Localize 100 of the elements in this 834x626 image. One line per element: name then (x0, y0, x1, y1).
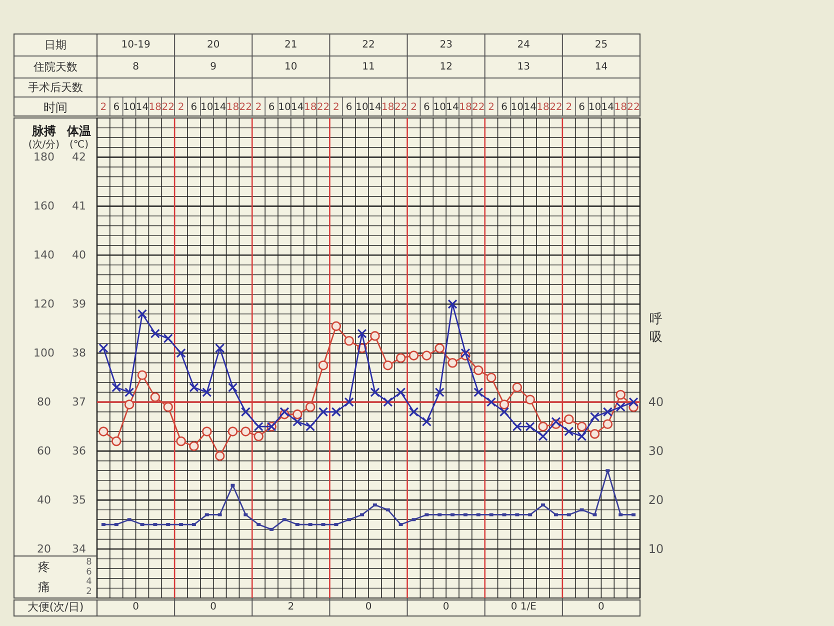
x-tick-label: 2 (410, 102, 417, 113)
y2-tick-label: 40 (72, 248, 86, 262)
x-tick-label: 22 (550, 102, 562, 113)
x-tick-label: 14 (601, 102, 614, 113)
y-axis-title: 脉搏 (31, 124, 56, 138)
text: 13 (517, 62, 530, 72)
text: 2 (288, 602, 294, 612)
text: 23 (440, 40, 452, 50)
x-tick-label: 22 (394, 102, 408, 113)
y2-tick-label: 37 (72, 396, 86, 409)
text: 住院天数 (34, 60, 78, 74)
text: 0 (598, 602, 604, 612)
text: 22 (362, 40, 375, 50)
y3-tick-label: 10 (648, 542, 664, 556)
y2-tick-label: 35 (72, 494, 86, 507)
text: 0 (132, 602, 139, 612)
text: 时间 (44, 100, 68, 114)
y-tick-label: 20 (37, 542, 51, 556)
x-tick-label: 18 (148, 102, 162, 113)
text: 0 (442, 602, 450, 612)
x-tick-label: 18 (459, 102, 472, 113)
x-tick-label: 14 (291, 102, 304, 113)
y2-tick-label: 38 (72, 346, 86, 360)
x-tick-label: 22 (239, 102, 252, 113)
text: 0 (210, 602, 217, 612)
y3-tick-label: 30 (648, 444, 664, 458)
x-tick-label: 10 (433, 102, 446, 113)
text: 手术后天数 (28, 81, 83, 94)
y2-tick-label: 41 (72, 200, 86, 213)
x-tick-label: 18 (536, 102, 550, 113)
text: 24 (517, 40, 530, 50)
y2-axis-title: 体温 (66, 124, 91, 138)
x-tick-label: 10 (122, 102, 136, 113)
text: 9 (210, 62, 217, 72)
y-tick-label: 160 (34, 200, 54, 213)
x-tick-label: 2 (100, 102, 107, 113)
y-tick-label: 60 (37, 444, 51, 458)
y-tick-label: 40 (37, 494, 51, 507)
text: 14 (594, 62, 608, 72)
x-tick-label: 2 (566, 102, 572, 113)
text: 大便(次/日) (27, 600, 84, 614)
x-tick-label: 10 (588, 102, 602, 113)
x-tick-label: 14 (213, 102, 226, 113)
x-tick-label: 2 (488, 102, 495, 113)
x-tick-label: 2 (332, 102, 340, 113)
x-tick-label: 10 (510, 102, 524, 113)
y2-tick-label: 39 (72, 298, 86, 311)
text: 0 1/E (510, 602, 536, 612)
x-tick-label: 10 (200, 102, 214, 113)
x-tick-label: 6 (190, 102, 198, 113)
y-tick-label: 100 (34, 346, 54, 360)
x-tick-label: 10 (356, 102, 368, 113)
text: (次/分) (28, 138, 60, 150)
y-tick-label: 140 (34, 248, 54, 262)
y3-tick-label: 20 (648, 493, 664, 508)
y-tick-label: 80 (37, 396, 51, 409)
text: 8 (132, 62, 139, 72)
text: 0 (365, 602, 372, 612)
y3-tick-label: 40 (648, 395, 664, 410)
x-tick-label: 18 (614, 102, 627, 113)
x-tick-label: 18 (382, 102, 394, 113)
x-tick-label: 18 (226, 102, 240, 113)
text: 11 (362, 62, 375, 72)
x-tick-label: 18 (304, 102, 317, 113)
y2-tick-label: 42 (72, 150, 86, 164)
text: 10-19 (121, 40, 150, 50)
text: 2 (86, 586, 92, 597)
text: 疼痛 (38, 560, 50, 594)
x-tick-label: 22 (627, 102, 640, 113)
x-tick-label: 2 (178, 102, 184, 113)
x-tick-label: 14 (524, 102, 536, 113)
text: 20 (206, 40, 220, 50)
x-tick-label: 6 (113, 102, 120, 113)
y3-axis-title: 呼吸 (650, 312, 662, 346)
x-tick-label: 6 (346, 102, 352, 113)
x-tick-label: 6 (423, 102, 430, 113)
y2-tick-label: 36 (72, 444, 86, 458)
x-tick-label: 22 (472, 102, 485, 113)
x-tick-label: 14 (368, 102, 382, 113)
text: 6 (86, 567, 92, 578)
x-tick-label: 22 (162, 102, 174, 113)
x-tick-label: 6 (501, 102, 508, 113)
text: 8 (86, 557, 92, 568)
text: (℃) (69, 140, 89, 150)
text: 日期 (44, 38, 66, 52)
y-tick-label: 120 (34, 298, 54, 311)
x-tick-label: 22 (316, 102, 330, 113)
x-tick-label: 6 (268, 102, 275, 113)
text: 12 (440, 62, 452, 72)
x-tick-label: 14 (446, 102, 459, 113)
y-tick-label: 180 (34, 150, 54, 164)
x-tick-label: 14 (136, 102, 149, 113)
y2-tick-label: 34 (72, 542, 86, 556)
x-tick-label: 6 (578, 102, 586, 113)
text: 10 (284, 62, 298, 72)
x-tick-label: 2 (255, 102, 262, 113)
text: 25 (594, 40, 608, 50)
x-tick-label: 10 (278, 102, 291, 113)
text: 4 (86, 577, 92, 588)
text: 21 (284, 40, 298, 50)
